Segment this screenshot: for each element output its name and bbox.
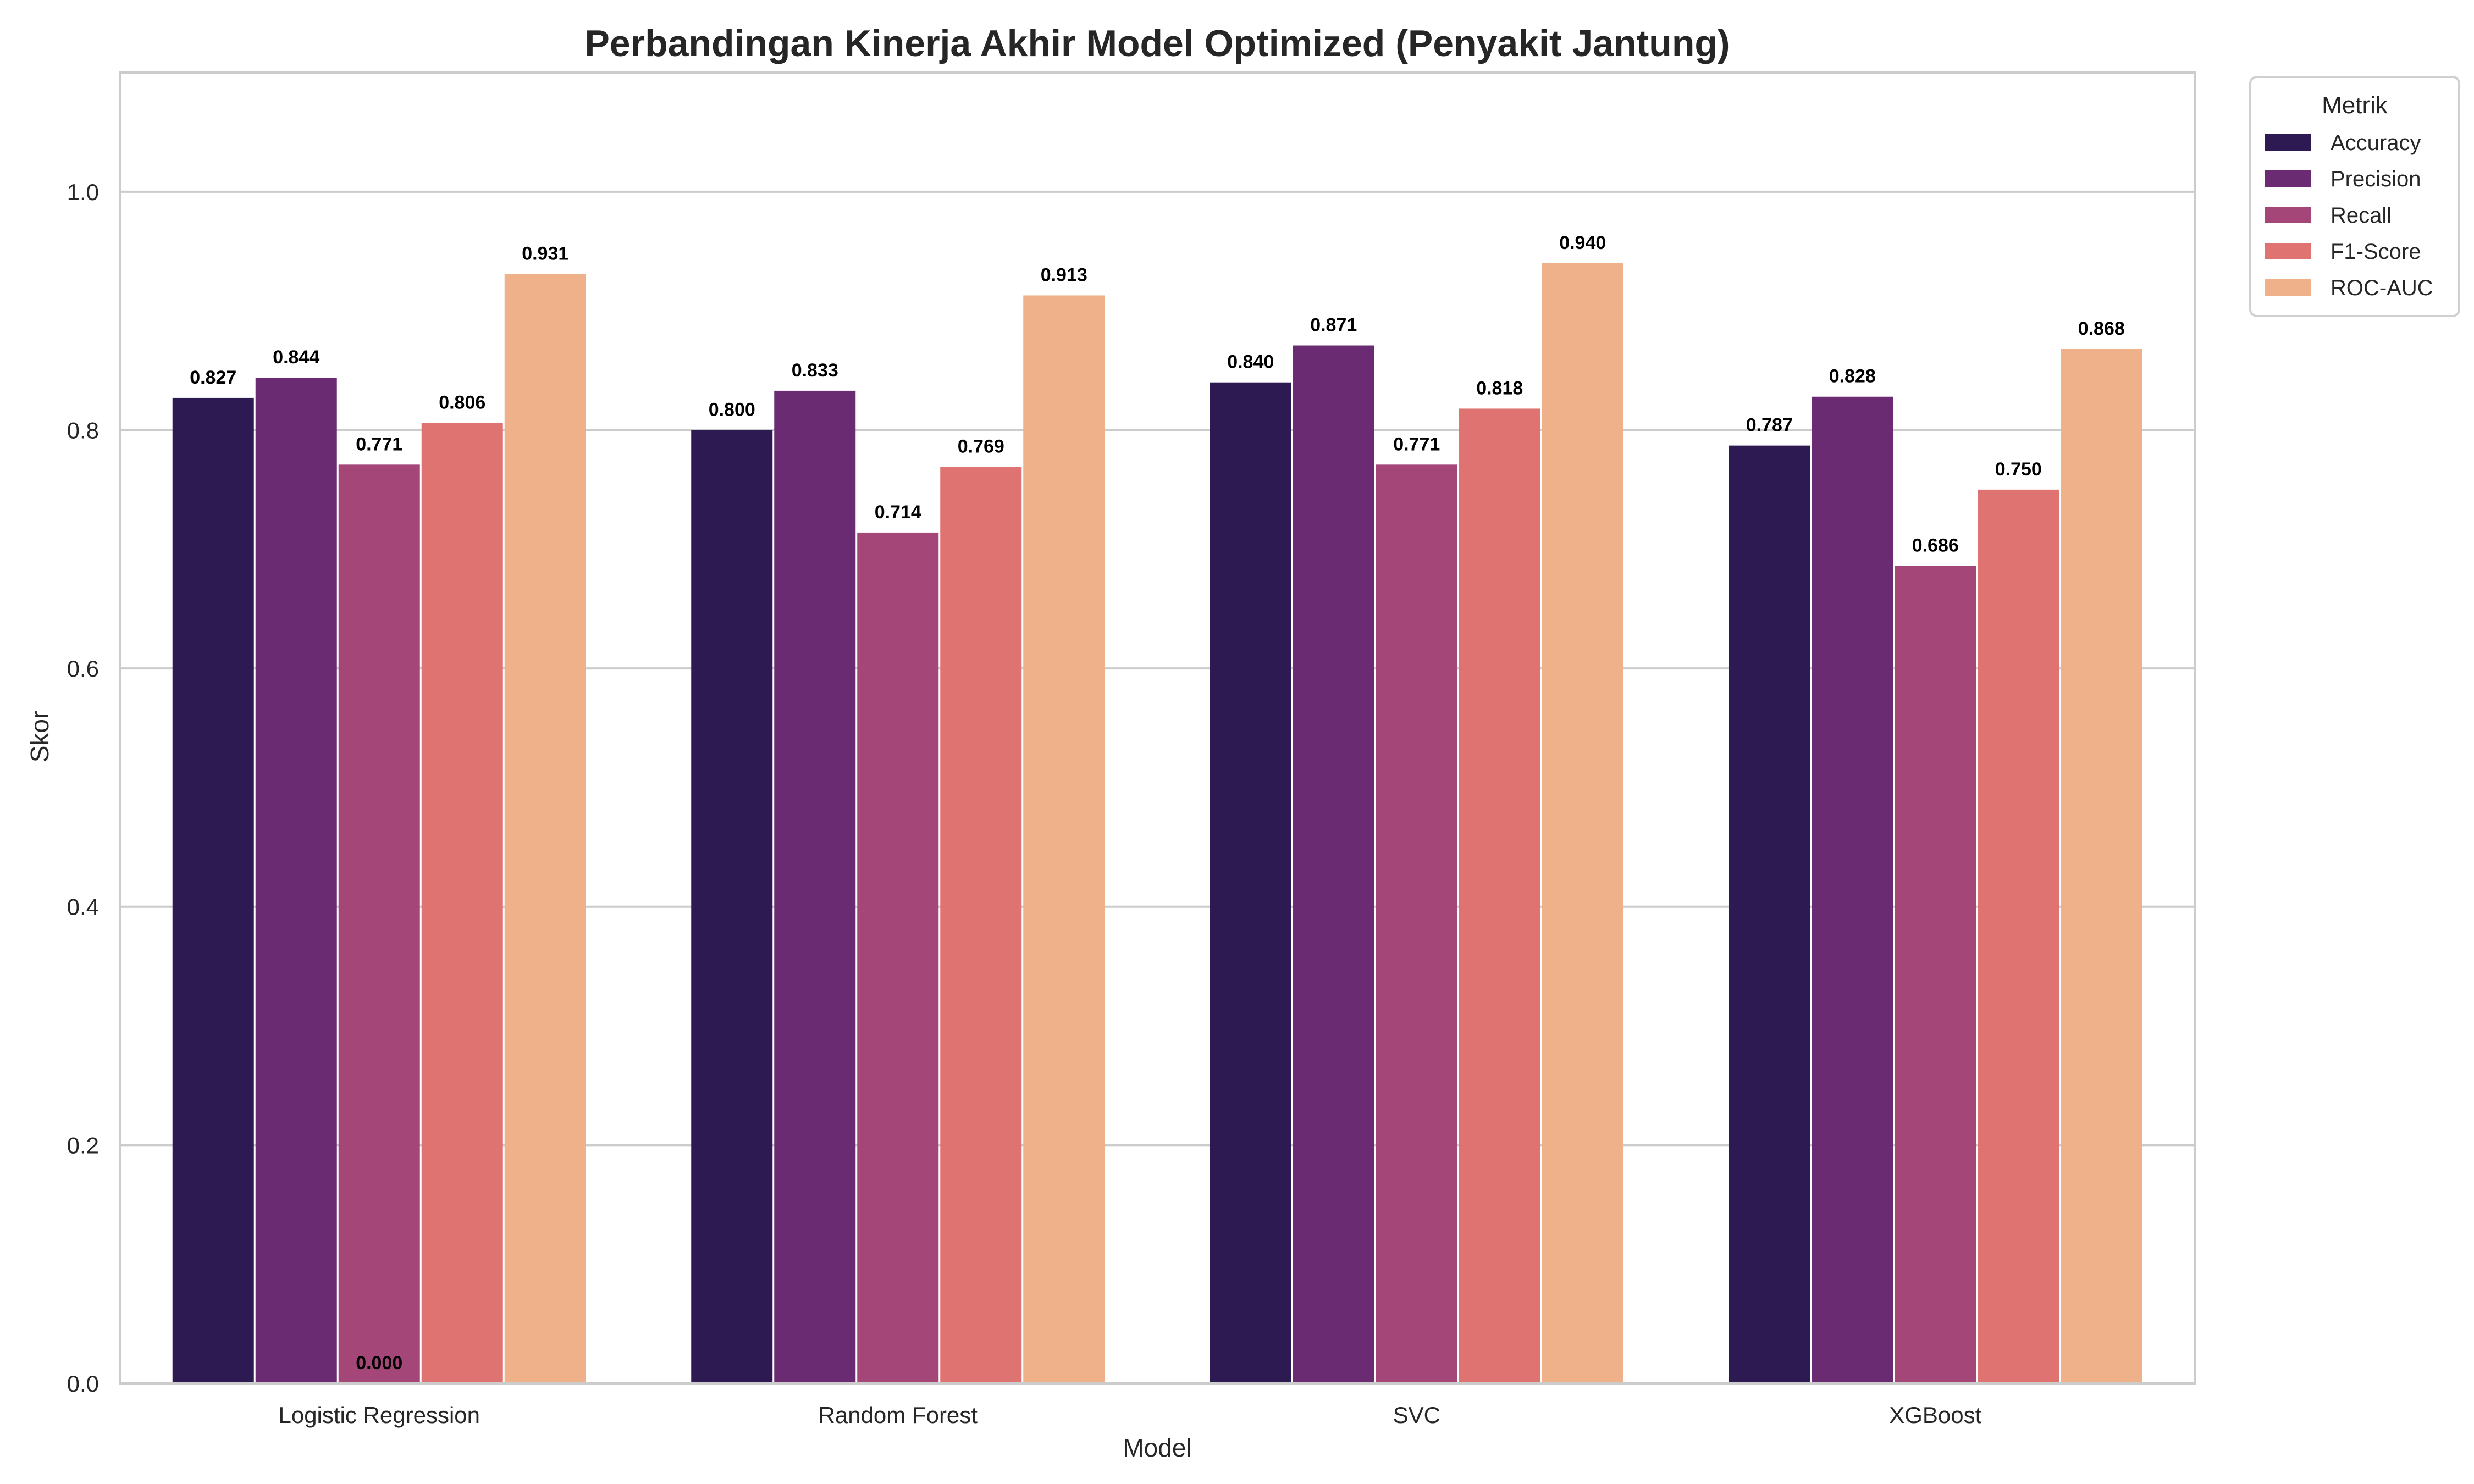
bar-precision <box>1293 345 1374 1383</box>
x-tick-label: Logistic Regression <box>278 1402 480 1428</box>
legend-item-label: ROC-AUC <box>2331 276 2433 300</box>
bar-accuracy <box>691 430 773 1383</box>
legend-swatch <box>2265 243 2311 259</box>
bar-value-label: 0.806 <box>439 392 485 413</box>
x-tick-label: XGBoost <box>1889 1402 1981 1428</box>
bar-recall <box>1895 566 1976 1383</box>
y-tick-label: 0.4 <box>67 894 99 920</box>
y-axis-label: Skor <box>25 711 54 763</box>
legend-swatch <box>2265 134 2311 151</box>
chart-title: Perbandingan Kinerja Akhir Model Optimiz… <box>584 23 1730 64</box>
bar-value-label: 0.833 <box>792 360 838 381</box>
y-tick-label: 0.2 <box>67 1132 99 1158</box>
bar-precision <box>1812 396 1893 1383</box>
bar-precision <box>774 390 856 1383</box>
bar-value-label: 0.840 <box>1227 352 1274 373</box>
bar-roc-auc <box>1542 263 1623 1384</box>
x-tick-label: SVC <box>1393 1402 1440 1428</box>
bar-roc-auc <box>1023 295 1105 1384</box>
bar-roc-auc <box>2061 349 2142 1383</box>
bar-value-label: 0.827 <box>190 367 236 388</box>
legend: Metrik Accuracy Precision Recall F1-Score ROC… <box>2249 76 2460 317</box>
bar-value-label: 0.871 <box>1310 315 1357 336</box>
y-tick-label: 0.8 <box>67 417 99 443</box>
bar-value-label: 0.868 <box>2078 318 2125 339</box>
legend-item-label: Accuracy <box>2331 131 2421 155</box>
legend-title: Metrik <box>2322 92 2388 119</box>
x-axis-label: Model <box>1123 1433 1191 1462</box>
bar-f1-score <box>1978 489 2059 1383</box>
legend-swatch <box>2265 170 2311 187</box>
x-tick-label: Random Forest <box>819 1402 978 1428</box>
bar-value-label: 0.750 <box>1995 459 2042 480</box>
bar-value-label: 0.771 <box>356 434 402 455</box>
legend-item-label: Recall <box>2331 203 2392 228</box>
y-tick-label: 0.0 <box>67 1371 99 1397</box>
bar-accuracy <box>1210 382 1291 1383</box>
bar-value-label: 0.771 <box>1393 434 1440 455</box>
bar-recall <box>338 464 420 1384</box>
y-tick-label: 1.0 <box>67 179 99 205</box>
legend-swatch <box>2265 279 2311 296</box>
bar-value-label: 0.913 <box>1041 264 1087 285</box>
bar-value-label: 0.844 <box>273 347 319 368</box>
bar-value-label: 0.931 <box>522 243 568 264</box>
bar-f1-score <box>940 467 1022 1383</box>
bar-f1-score <box>1459 408 1540 1383</box>
annotation-label: 0.000 <box>356 1353 402 1374</box>
bar-recall <box>1376 464 1457 1384</box>
bar-accuracy <box>1729 445 1810 1384</box>
bar-value-label: 0.787 <box>1746 415 1793 436</box>
bar-value-label: 0.940 <box>1559 232 1606 253</box>
bar-value-label: 0.800 <box>709 399 755 420</box>
bar-value-label: 0.714 <box>875 502 921 523</box>
bar-value-label: 0.686 <box>1912 535 1959 556</box>
legend-swatch <box>2265 207 2311 223</box>
legend-item-label: Precision <box>2331 167 2421 191</box>
legend-item-label: F1-Score <box>2331 240 2421 264</box>
bar-precision <box>255 378 337 1383</box>
bar-f1-score <box>421 423 503 1383</box>
plot-frame <box>119 71 2196 1385</box>
bar-value-label: 0.828 <box>1829 366 1876 387</box>
y-tick-label: 0.6 <box>67 656 99 682</box>
bar-recall <box>857 532 939 1383</box>
bar-value-label: 0.769 <box>958 436 1004 457</box>
bar-roc-auc <box>504 274 586 1383</box>
bar-value-label: 0.818 <box>1476 378 1523 398</box>
bar-accuracy <box>172 397 254 1384</box>
